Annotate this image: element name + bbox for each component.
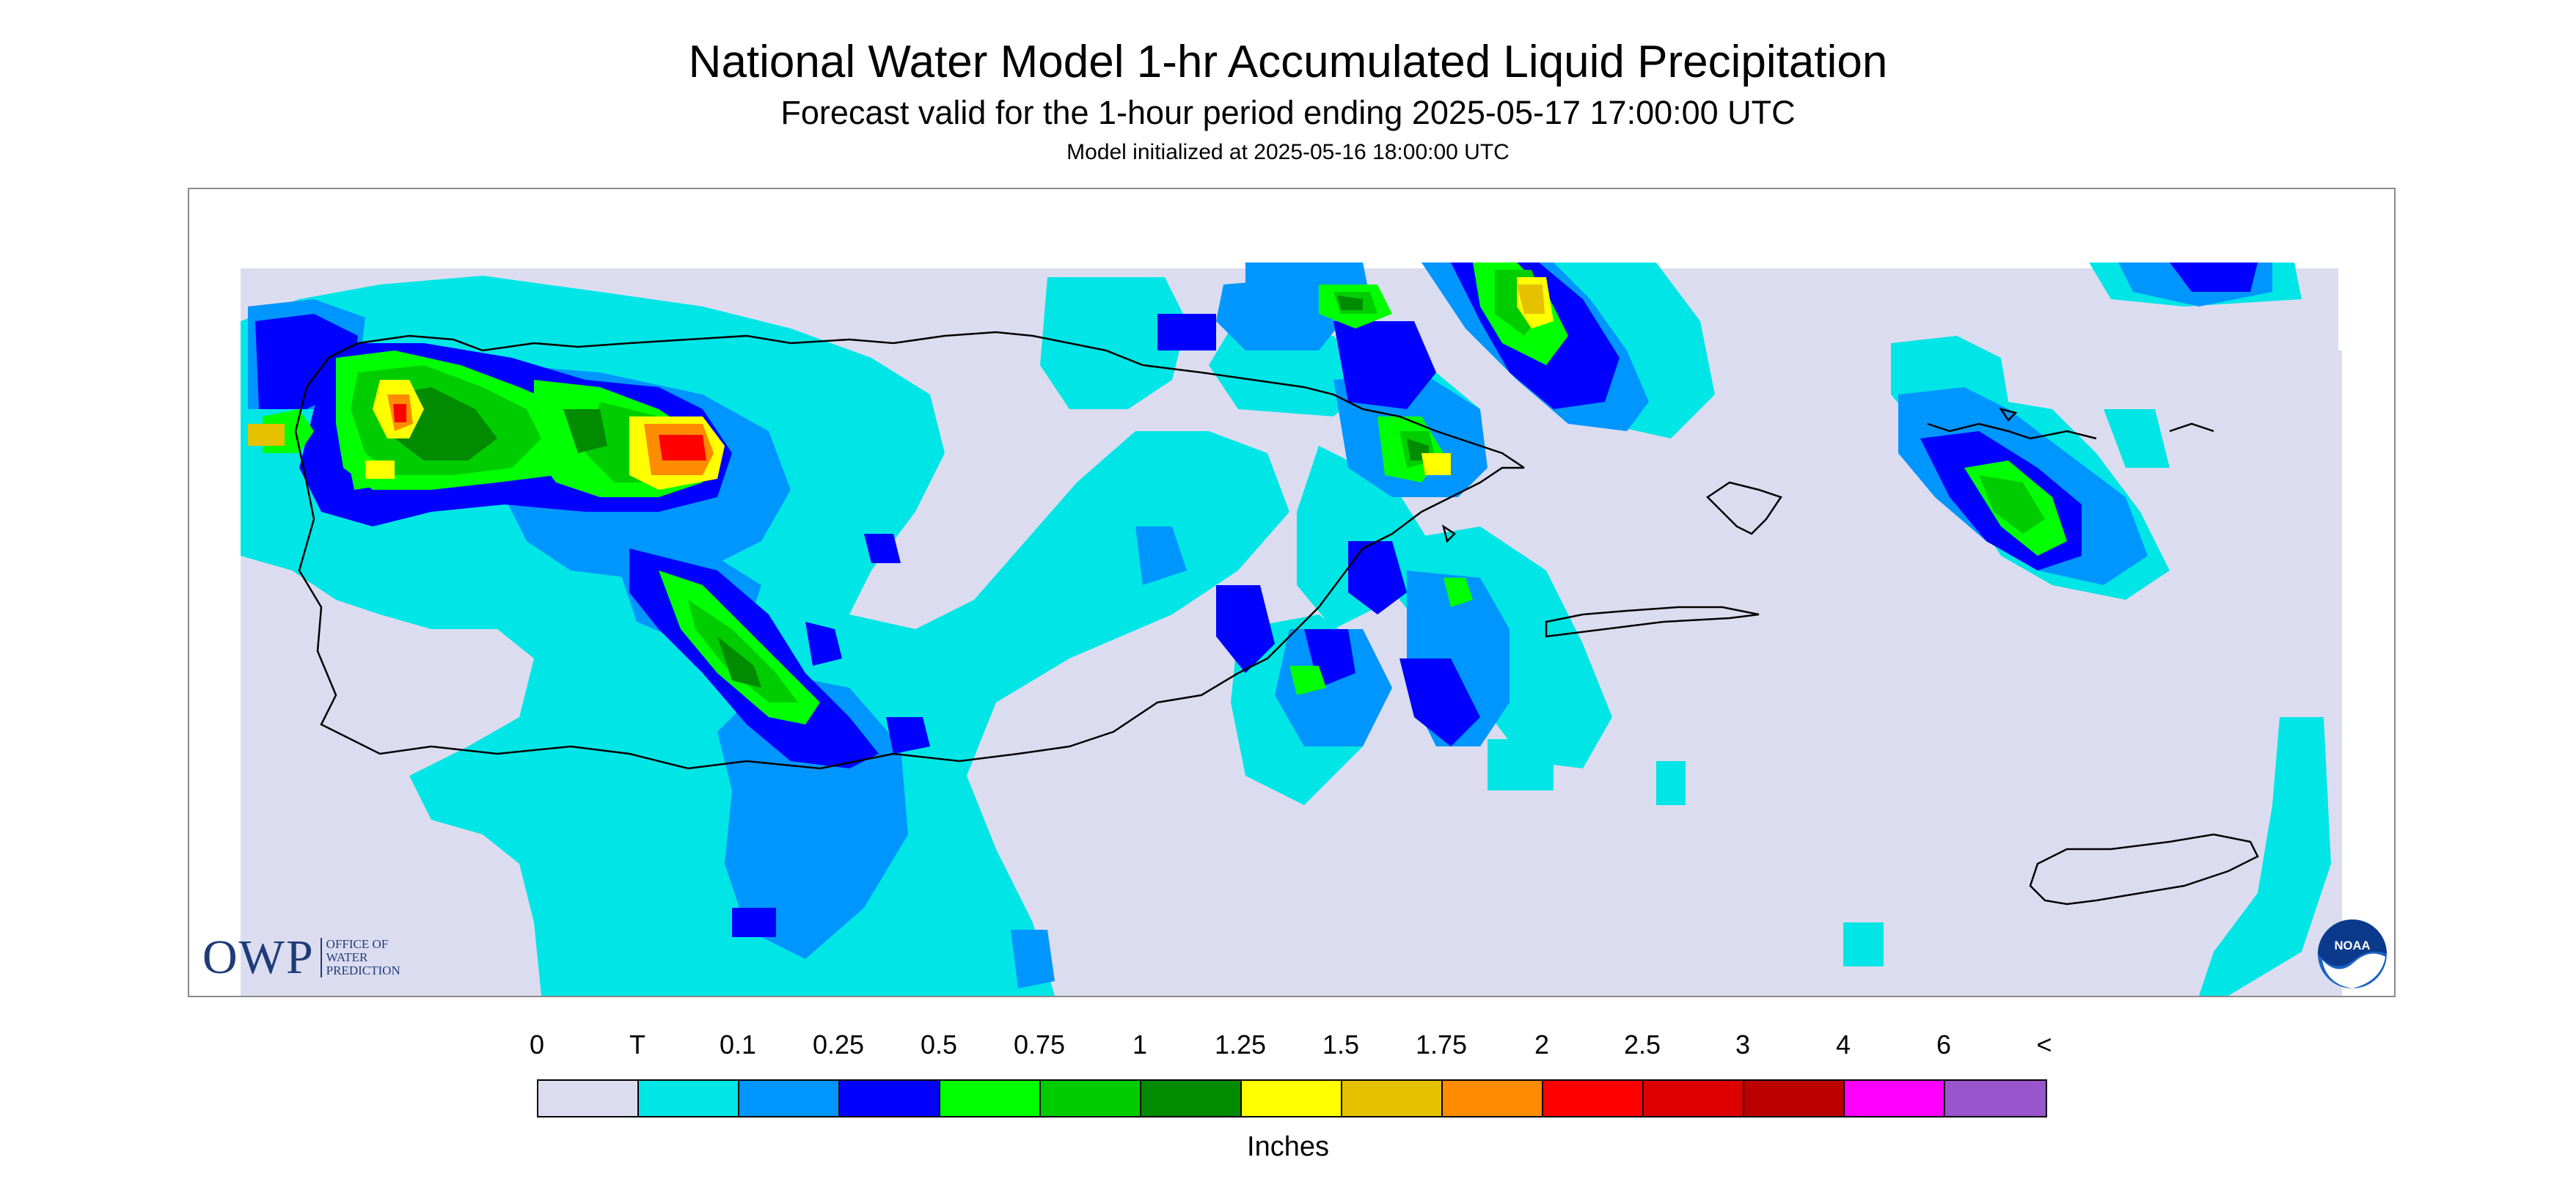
title-block: National Water Model 1-hr Accumulated Li… <box>0 35 2576 167</box>
heavy-precip-cores <box>248 277 1554 490</box>
legend-label: 0.25 <box>812 1029 865 1060</box>
svg-text:NOAA: NOAA <box>2334 939 2370 952</box>
legend-label: 1 <box>1132 1029 1148 1060</box>
owp-logo: OWP OFFICE OF WATER PREDICTION <box>202 930 400 985</box>
legend-swatch <box>940 1081 1041 1116</box>
legend-label: 0.1 <box>719 1029 757 1060</box>
coastlines <box>294 331 2259 906</box>
legend-swatch <box>1945 1081 2046 1116</box>
legend-swatch <box>1242 1081 1342 1116</box>
legend-label: 1.5 <box>1322 1029 1360 1060</box>
legend-swatch <box>639 1081 739 1116</box>
legend-swatch <box>1443 1081 1543 1116</box>
legend-units: Inches <box>1247 1131 1329 1162</box>
legend-colorbar <box>537 1079 2047 1117</box>
legend-label: 1.75 <box>1415 1029 1468 1060</box>
legend-label: 2 <box>1534 1029 1550 1060</box>
legend-label: 0.75 <box>1013 1029 1066 1060</box>
legend-swatch <box>840 1081 940 1116</box>
owp-logo-text: OFFICE OF WATER PREDICTION <box>320 938 400 977</box>
owp-logo-mark: OWP <box>202 930 315 984</box>
legend-label: 2.5 <box>1623 1029 1661 1060</box>
map-subtitle: Forecast valid for the 1-hour period end… <box>780 94 1796 131</box>
legend-swatch <box>1543 1081 1644 1116</box>
legend-label: T <box>629 1029 645 1060</box>
legend-swatch <box>739 1081 840 1116</box>
legend-label: 1.25 <box>1214 1029 1267 1060</box>
legend-swatch <box>1041 1081 1141 1116</box>
legend-labels: 0 T 0.1 0.25 0.5 0.75 1 1.25 1.5 1.75 2 2.5 3 4 6 < <box>530 1028 2052 1065</box>
legend-swatch <box>1644 1081 1744 1116</box>
noaa-logo: NOAA <box>2317 919 2387 989</box>
legend-label: 4 <box>1835 1029 1851 1060</box>
precip-legend: 0 T 0.1 0.25 0.5 0.75 1 1.25 1.5 1.75 2 2.5 3 4 6 < <box>530 1028 2052 1117</box>
legend-swatch <box>538 1081 639 1116</box>
precipitation-map <box>241 263 2342 996</box>
model-init-text: Model initialized at 2025-05-16 18:00:00… <box>1066 140 1510 164</box>
legend-swatch <box>1744 1081 1845 1116</box>
legend-label: 6 <box>1936 1029 1952 1060</box>
legend-label: < <box>2036 1029 2052 1060</box>
map-title: National Water Model 1-hr Accumulated Li… <box>688 37 1888 87</box>
map-frame: OWP OFFICE OF WATER PREDICTION NOAA <box>188 188 2396 997</box>
legend-swatch <box>1342 1081 1443 1116</box>
legend-swatch <box>1141 1081 1242 1116</box>
legend-label: 0 <box>529 1029 545 1060</box>
legend-swatch <box>1845 1081 1945 1116</box>
legend-label: 3 <box>1735 1029 1751 1060</box>
legend-label: 0.5 <box>920 1029 958 1060</box>
